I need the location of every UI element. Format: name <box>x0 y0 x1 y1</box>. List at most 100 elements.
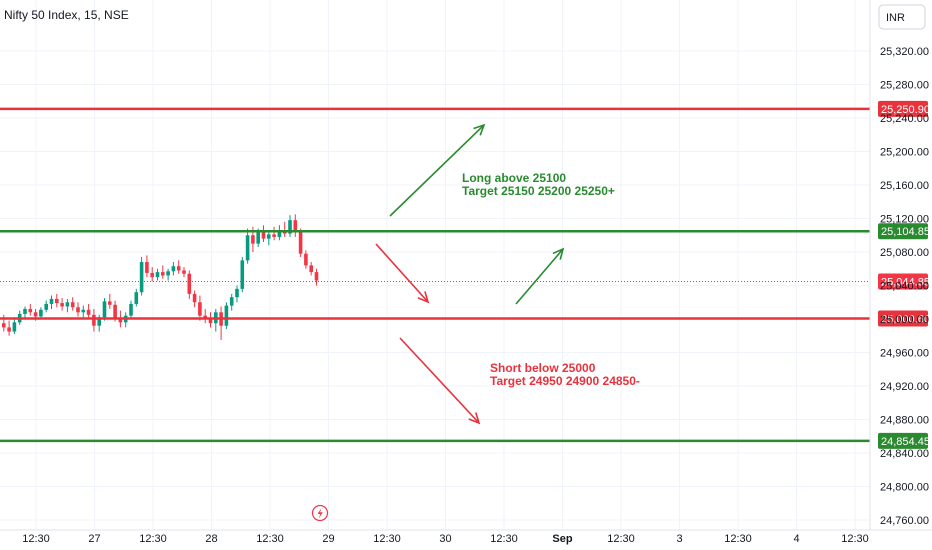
candle-body <box>86 309 91 315</box>
candle-body <box>251 235 255 244</box>
candle-body <box>70 302 75 308</box>
candle <box>70 297 75 311</box>
candle <box>214 308 218 332</box>
candle-body <box>304 253 308 266</box>
candle-body <box>298 231 303 254</box>
candle <box>55 293 59 308</box>
resistance-high-price-tag[interactable]: 25,250.90 <box>878 100 930 117</box>
arrow-shaft <box>515 248 564 305</box>
x-tick-label: 29 <box>322 533 334 545</box>
lightning-icon[interactable] <box>317 508 323 519</box>
y-tick-label: 24,840.00 <box>880 448 929 460</box>
candle-body <box>81 309 86 313</box>
x-tick-label: 27 <box>88 533 100 545</box>
candle-body <box>272 234 276 237</box>
short-arrow-down-2 <box>399 337 481 425</box>
last-price-price-tag[interactable]: 25,044.85 <box>878 273 930 290</box>
short-arrow-down-1 <box>375 243 430 304</box>
candle <box>314 268 319 286</box>
candle <box>272 226 276 241</box>
candle <box>23 306 27 319</box>
trend-arrows <box>375 123 565 425</box>
y-tick-label: 25,200.00 <box>880 147 929 159</box>
candle <box>12 317 17 335</box>
x-tick-label: 28 <box>205 533 217 545</box>
candle <box>145 255 149 278</box>
candle-body <box>92 314 96 326</box>
candle-body <box>49 298 54 304</box>
candle <box>60 298 64 311</box>
price-tag-bg <box>878 223 928 240</box>
candle <box>240 257 245 293</box>
candle <box>192 290 197 308</box>
candle-body <box>245 235 250 261</box>
long-trigger-price-tag[interactable]: 25,104.85 <box>878 223 930 240</box>
x-tick-label: 12:30 <box>724 533 752 545</box>
candle <box>150 267 154 282</box>
y-tick-label: 25,280.00 <box>880 80 929 92</box>
y-tick-label: 25,320.00 <box>880 46 929 58</box>
long-arrow-up-1 <box>389 123 486 217</box>
price-tag-bg <box>878 310 928 327</box>
candle-body <box>166 271 170 276</box>
y-tick-label: 24,800.00 <box>880 482 929 494</box>
price-tag-bg <box>878 100 928 117</box>
candle <box>39 307 43 319</box>
candle-body <box>60 303 64 307</box>
candle <box>102 298 107 321</box>
candle <box>129 300 133 319</box>
candle-body <box>171 266 176 272</box>
candle <box>187 270 192 299</box>
annotation-line: Long above 25100 <box>462 171 566 185</box>
candle-body <box>208 319 213 324</box>
y-tick-label: 25,040.00 <box>880 281 929 293</box>
x-tick-label: 3 <box>676 533 682 545</box>
arrow-head <box>468 412 481 425</box>
candle <box>108 293 112 309</box>
candle-body <box>2 323 6 328</box>
price-levels[interactable]: 25,250.90 25,104.85 25,044.85 25,000.60 24,8… <box>0 100 930 449</box>
arrow-shaft <box>389 124 485 217</box>
candle-body <box>113 304 117 319</box>
annotation-line: Target 25150 25200 25250+ <box>462 184 615 198</box>
y-tick-label: 24,760.00 <box>880 515 929 527</box>
y-tick-label: 24,920.00 <box>880 381 929 393</box>
price-tag-label: 25,000.60 <box>881 313 930 325</box>
chart-title: Nifty 50 Index, 15, NSE <box>4 8 129 22</box>
candle <box>92 308 96 332</box>
candle-body <box>309 265 313 273</box>
candle <box>219 306 223 340</box>
annotation-line: Short below 25000 <box>490 361 596 375</box>
x-tick-label: 12:30 <box>490 533 518 545</box>
candle <box>208 312 213 328</box>
candle <box>7 320 11 336</box>
short-trigger-price-tag[interactable]: 25,000.60 <box>878 310 930 327</box>
candle <box>139 257 144 296</box>
support-low-price-tag[interactable]: 24,854.45 <box>878 432 930 449</box>
candle-body <box>235 288 239 298</box>
x-tick-label: 12:30 <box>607 533 635 545</box>
candle-body <box>267 234 271 239</box>
candle-body <box>129 303 133 316</box>
currency-button[interactable]: INR <box>878 4 926 30</box>
x-tick-label: 12:30 <box>373 533 401 545</box>
candle-body <box>102 301 107 318</box>
arrow-head <box>473 123 486 136</box>
event-marker[interactable] <box>311 504 329 522</box>
price-tag-bg <box>878 273 928 290</box>
candle-body <box>256 231 260 244</box>
x-tick-label: 12:30 <box>256 533 284 545</box>
time-axis[interactable]: 12:30 27 12:30 28 12:30 29 12:30 30 12:30 Sep 12:3… <box>0 529 932 545</box>
candle <box>309 262 313 276</box>
price-axis[interactable]: 25,320.00 25,280.00 25,240.00 25,200.00 25,1… <box>869 0 929 530</box>
candle-body <box>288 220 292 234</box>
x-tick-label: 30 <box>439 533 451 545</box>
candle-body <box>277 230 282 237</box>
candle <box>261 225 266 242</box>
grid <box>0 0 870 530</box>
arrow-head <box>552 247 565 260</box>
